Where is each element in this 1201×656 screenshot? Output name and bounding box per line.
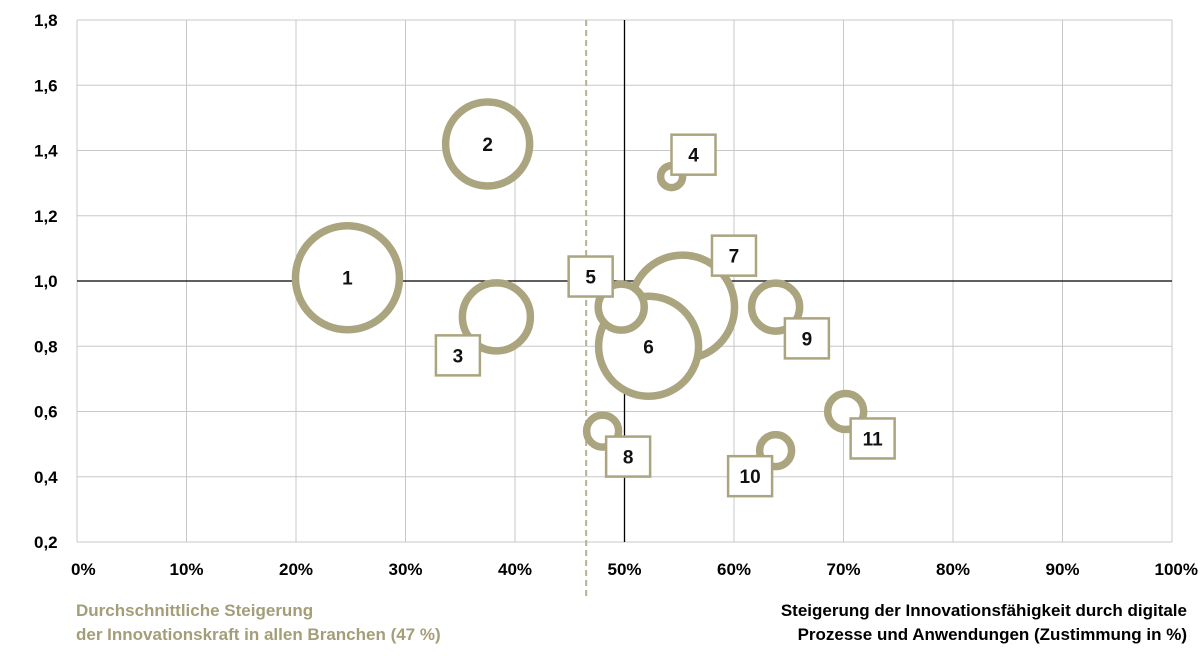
average-annotation: Durchschnittliche Steigerung der Innovat… [76, 599, 441, 647]
x-tick-label: 60% [717, 560, 751, 579]
y-tick-label: 1,0 [34, 272, 58, 291]
bubble-labels: 1 2 3 4 5 6 7 8 9 10 11 [342, 133, 896, 498]
label-box-4 [670, 133, 717, 176]
y-tick-label: 1,2 [34, 207, 58, 226]
y-tick-label: 1,8 [34, 11, 58, 30]
x-tick-label: 80% [936, 560, 970, 579]
label-box-9 [783, 317, 831, 360]
axis-tick-labels: 0% 10% 20% 30% 40% 50% 60% 70% 80% 90% 100% 0,2 0,4 0… [34, 11, 1198, 579]
bubble-label-2: 2 [482, 135, 493, 156]
y-tick-label: 1,6 [34, 76, 58, 95]
x-axis-title-line-1: Steigerung der Innovationsfähigkeit durc… [780, 601, 1187, 620]
x-axis-title-line-2: Prozesse und Anwendungen (Zustimmung in … [797, 625, 1187, 644]
bubble-2 [441, 98, 534, 190]
bubble-1 [291, 221, 404, 334]
average-annotation-line-1: Durchschnittliche Steigerung [76, 601, 314, 620]
label-box-10 [726, 454, 774, 498]
x-tick-label: 0% [71, 560, 96, 579]
bubble-label-5: 5 [585, 268, 596, 289]
label-box-3 [434, 334, 482, 377]
bubble-label-9: 9 [802, 329, 813, 350]
x-tick-label: 20% [279, 560, 313, 579]
label-box-11 [849, 417, 896, 460]
x-tick-label: 40% [498, 560, 532, 579]
y-tick-label: 0,8 [34, 337, 58, 356]
bubble-3 [458, 279, 535, 355]
bubble-label-11: 11 [863, 429, 884, 450]
bubble-label-7: 7 [729, 247, 740, 268]
x-tick-label: 10% [169, 560, 203, 579]
y-tick-label: 0,6 [34, 403, 58, 422]
y-tick-label: 0,4 [34, 468, 58, 487]
label-box-5 [567, 255, 614, 298]
x-tick-label: 100% [1155, 560, 1198, 579]
bubble-label-3: 3 [453, 346, 464, 367]
y-tick-label: 0,2 [34, 533, 58, 552]
bubble-label-8: 8 [623, 448, 634, 469]
x-tick-label: 50% [607, 560, 641, 579]
x-axis-title: Steigerung der Innovationsfähigkeit durc… [781, 599, 1187, 647]
bubble-label-6: 6 [643, 337, 654, 358]
bubble-label-4: 4 [688, 146, 699, 167]
label-box-7 [710, 234, 758, 277]
x-tick-label: 30% [388, 560, 422, 579]
average-annotation-line-2: der Innovationskraft in allen Branchen (… [76, 625, 441, 644]
label-box-8 [604, 435, 652, 478]
x-tick-label: 90% [1045, 560, 1079, 579]
bubble-label-10: 10 [740, 467, 761, 488]
y-tick-label: 1,4 [34, 142, 58, 161]
bubble-label-1: 1 [342, 269, 353, 290]
x-tick-label: 70% [826, 560, 860, 579]
